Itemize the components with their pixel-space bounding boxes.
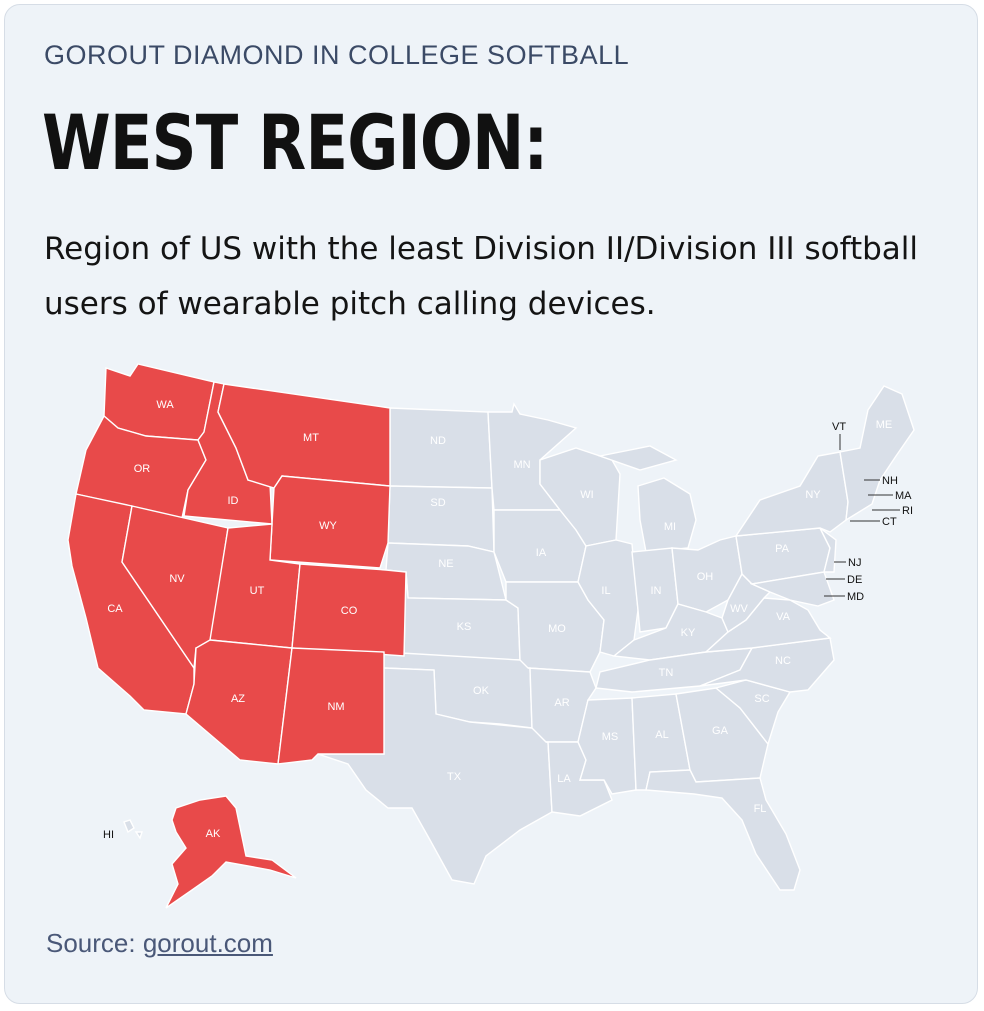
label-de: DE	[847, 574, 862, 586]
label-va: VA	[776, 611, 791, 623]
label-al: AL	[655, 729, 668, 741]
label-ca: CA	[107, 603, 123, 615]
state-hi	[123, 819, 143, 840]
label-nc: NC	[775, 655, 791, 667]
label-ny: NY	[805, 489, 821, 501]
label-ga: GA	[712, 725, 729, 737]
label-nv: NV	[169, 573, 185, 585]
state-co	[291, 563, 407, 657]
label-nd: ND	[430, 435, 446, 447]
state-fl	[645, 769, 801, 891]
label-ky: KY	[681, 627, 696, 639]
label-mi: MI	[664, 521, 676, 533]
source-link[interactable]: gorout.com	[142, 928, 273, 958]
source-label: Source:	[46, 928, 136, 958]
eyebrow-text: GOROUT DIAMOND IN COLLEGE SOFTBALL	[44, 40, 630, 70]
label-oh: OH	[697, 571, 714, 583]
state-labels: WA OR CA ID NV MT WY UT CO AZ NM AK ND S…	[103, 399, 913, 841]
label-ct: CT	[882, 516, 897, 528]
state-ms	[577, 697, 637, 795]
label-ut: UT	[250, 585, 265, 597]
label-mo: MO	[548, 623, 566, 635]
state-wy	[269, 475, 391, 569]
state-ak	[165, 795, 297, 909]
headline: WEST REGION:	[42, 98, 548, 187]
label-mt: MT	[303, 432, 319, 444]
source-line: Source: gorout.com	[46, 928, 273, 959]
label-md: MD	[847, 591, 864, 603]
label-ms: MS	[602, 731, 619, 743]
west-states	[67, 363, 407, 909]
label-ri: RI	[902, 505, 913, 517]
label-mn: MN	[513, 459, 530, 471]
label-nm: NM	[327, 701, 344, 713]
label-fl: FL	[754, 803, 767, 815]
label-pa: PA	[775, 543, 790, 555]
label-ok: OK	[473, 685, 490, 697]
label-wy: WY	[319, 520, 337, 532]
state-mi	[597, 445, 697, 553]
label-or: OR	[134, 463, 151, 475]
label-ia: IA	[536, 547, 547, 559]
label-ar: AR	[554, 697, 569, 709]
label-hi: HI	[103, 829, 114, 841]
state-new-england	[839, 385, 915, 522]
label-ma: MA	[895, 490, 912, 502]
label-co: CO	[341, 605, 358, 617]
label-nh: NH	[882, 475, 898, 487]
label-me: ME	[876, 419, 893, 431]
label-wa: WA	[156, 399, 174, 411]
other-states	[123, 385, 915, 891]
label-sc: SC	[754, 693, 769, 705]
label-id: ID	[228, 495, 239, 507]
subtitle: Region of US with the least Division II/…	[44, 231, 919, 322]
label-ne: NE	[438, 558, 453, 570]
label-nj: NJ	[848, 557, 861, 569]
state-nm	[277, 647, 385, 765]
state-md-de-nj	[749, 527, 837, 607]
label-in: IN	[651, 585, 662, 597]
label-tx: TX	[447, 771, 462, 783]
label-tn: TN	[659, 667, 674, 679]
state-mn	[487, 402, 578, 511]
label-la: LA	[557, 773, 571, 785]
label-ks: KS	[457, 621, 472, 633]
state-nd	[389, 407, 493, 489]
state-sd	[387, 485, 495, 553]
state-ny	[734, 451, 849, 537]
label-az: AZ	[231, 693, 245, 705]
label-vt: VT	[832, 421, 846, 433]
label-il: IL	[601, 585, 610, 597]
label-ak: AK	[206, 828, 221, 840]
label-wv: WV	[730, 603, 748, 615]
label-sd: SD	[430, 497, 445, 509]
label-wi: WI	[580, 489, 593, 501]
